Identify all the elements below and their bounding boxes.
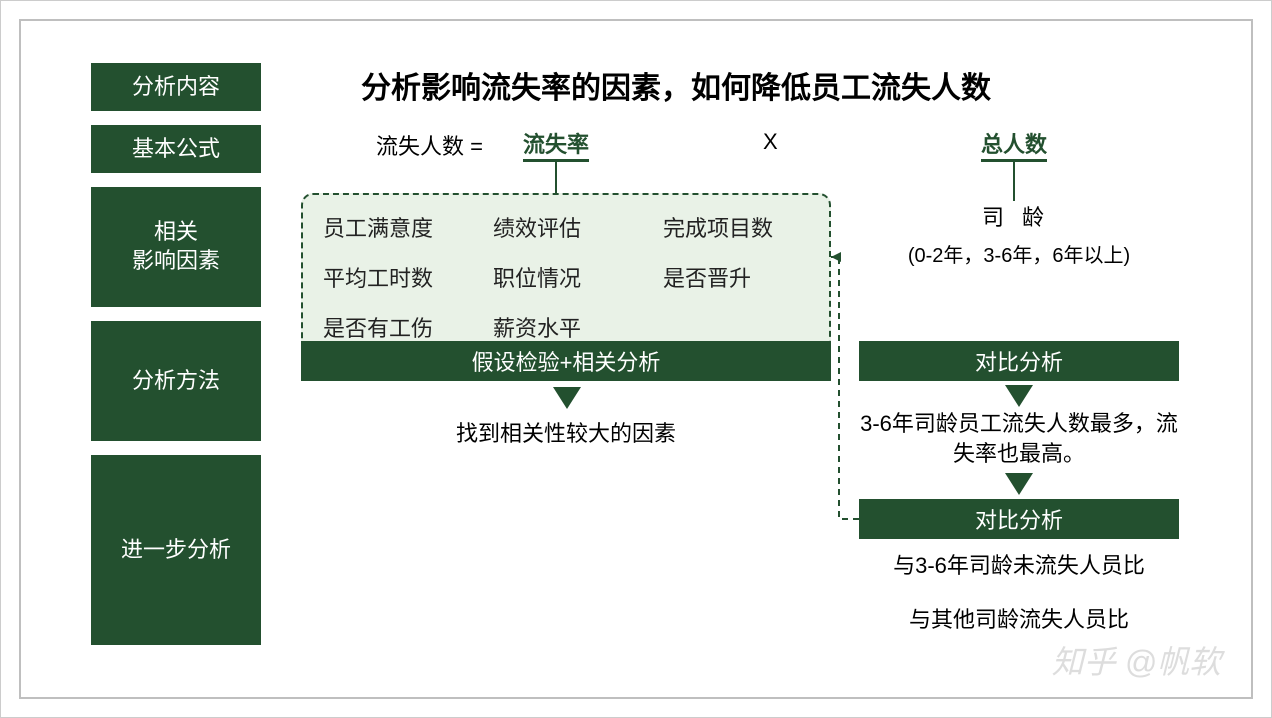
formula-term1: 流失率 (523, 127, 589, 159)
formula-prefix: 流失人数 = (376, 129, 483, 161)
formula-operator-text: X (763, 129, 778, 154)
title-text: 分析影响流失率的因素，如何降低员工流失人数 (361, 72, 991, 105)
formula-prefix-text: 流失人数 = (376, 134, 483, 159)
sidebar-label-text: 进一步分析 (121, 536, 231, 565)
diagram-canvas: 分析内容 基本公式 相关 影响因素 分析方法 进一步分析 分析影响流失率的因素，… (19, 19, 1253, 699)
factor-item: 是否晋升 (663, 261, 803, 293)
right-further-1: 与3-6年司龄未流失人员比 (859, 551, 1179, 581)
formula-term2: 总人数 (981, 127, 1047, 159)
right-result-1: 3-6年司龄员工流失人数最多，流失率也最高。 (859, 409, 1179, 468)
factor-item: 平均工时数 (323, 261, 493, 293)
method-bar-left-text: 假设检验+相关分析 (472, 345, 661, 377)
right-further-1-text: 与3-6年司龄未流失人员比 (893, 553, 1145, 578)
connector-term2-down (1013, 161, 1015, 201)
tenure-label: 司 龄 (961, 203, 1071, 233)
arrow-down-icon (1005, 473, 1033, 495)
connector-feedback (831, 251, 871, 521)
tenure-groups-text: (0-2年，3-6年，6年以上) (908, 245, 1130, 267)
method-bar-right-2: 对比分析 (859, 499, 1179, 539)
factor-item: 员工满意度 (323, 211, 493, 243)
right-result-1-text: 3-6年司龄员工流失人数最多，流失率也最高。 (860, 411, 1178, 466)
formula-term1-text: 流失率 (523, 132, 589, 162)
sidebar-label-text: 相关 影响因素 (132, 218, 220, 275)
left-result-text-span: 找到相关性较大的因素 (456, 421, 676, 446)
connector-term1-down (555, 161, 557, 195)
sidebar-label-text: 分析内容 (132, 73, 220, 102)
factor-item: 完成项目数 (663, 211, 803, 243)
sidebar-item-factors: 相关 影响因素 (91, 187, 261, 307)
sidebar-item-method: 分析方法 (91, 321, 261, 441)
page-title: 分析影响流失率的因素，如何降低员工流失人数 (361, 63, 991, 107)
sidebar-label-text: 基本公式 (132, 135, 220, 164)
factors-grid: 员工满意度 绩效评估 完成项目数 平均工时数 职位情况 是否晋升 是否有工伤 薪… (323, 211, 809, 343)
sidebar-item-content: 分析内容 (91, 63, 261, 111)
sidebar-item-formula: 基本公式 (91, 125, 261, 173)
factor-item: 职位情况 (493, 261, 663, 293)
factor-item: 是否有工伤 (323, 311, 493, 343)
sidebar-item-further: 进一步分析 (91, 455, 261, 645)
right-further-2-text: 与其他司龄流失人员比 (909, 607, 1129, 632)
tenure-label-text: 司 龄 (982, 205, 1050, 230)
method-bar-right-1-text: 对比分析 (975, 345, 1063, 377)
sidebar-label-text: 分析方法 (132, 367, 220, 396)
left-result-text: 找到相关性较大的因素 (381, 419, 751, 449)
method-bar-right-2-text: 对比分析 (975, 503, 1063, 535)
factor-item: 绩效评估 (493, 211, 663, 243)
factor-item: 薪资水平 (493, 311, 663, 343)
arrow-down-icon (553, 387, 581, 409)
factors-box: 员工满意度 绩效评估 完成项目数 平均工时数 职位情况 是否晋升 是否有工伤 薪… (301, 193, 831, 361)
method-bar-left: 假设检验+相关分析 (301, 341, 831, 381)
tenure-groups: (0-2年，3-6年，6年以上) (859, 243, 1179, 270)
formula-operator: X (763, 129, 778, 155)
right-further-2: 与其他司龄流失人员比 (859, 605, 1179, 635)
watermark: 知乎 @帆软 (1052, 637, 1221, 683)
method-bar-right-1: 对比分析 (859, 341, 1179, 381)
watermark-text: 知乎 @帆软 (1052, 644, 1221, 680)
formula-term2-text: 总人数 (981, 132, 1047, 162)
arrow-down-icon (1005, 385, 1033, 407)
